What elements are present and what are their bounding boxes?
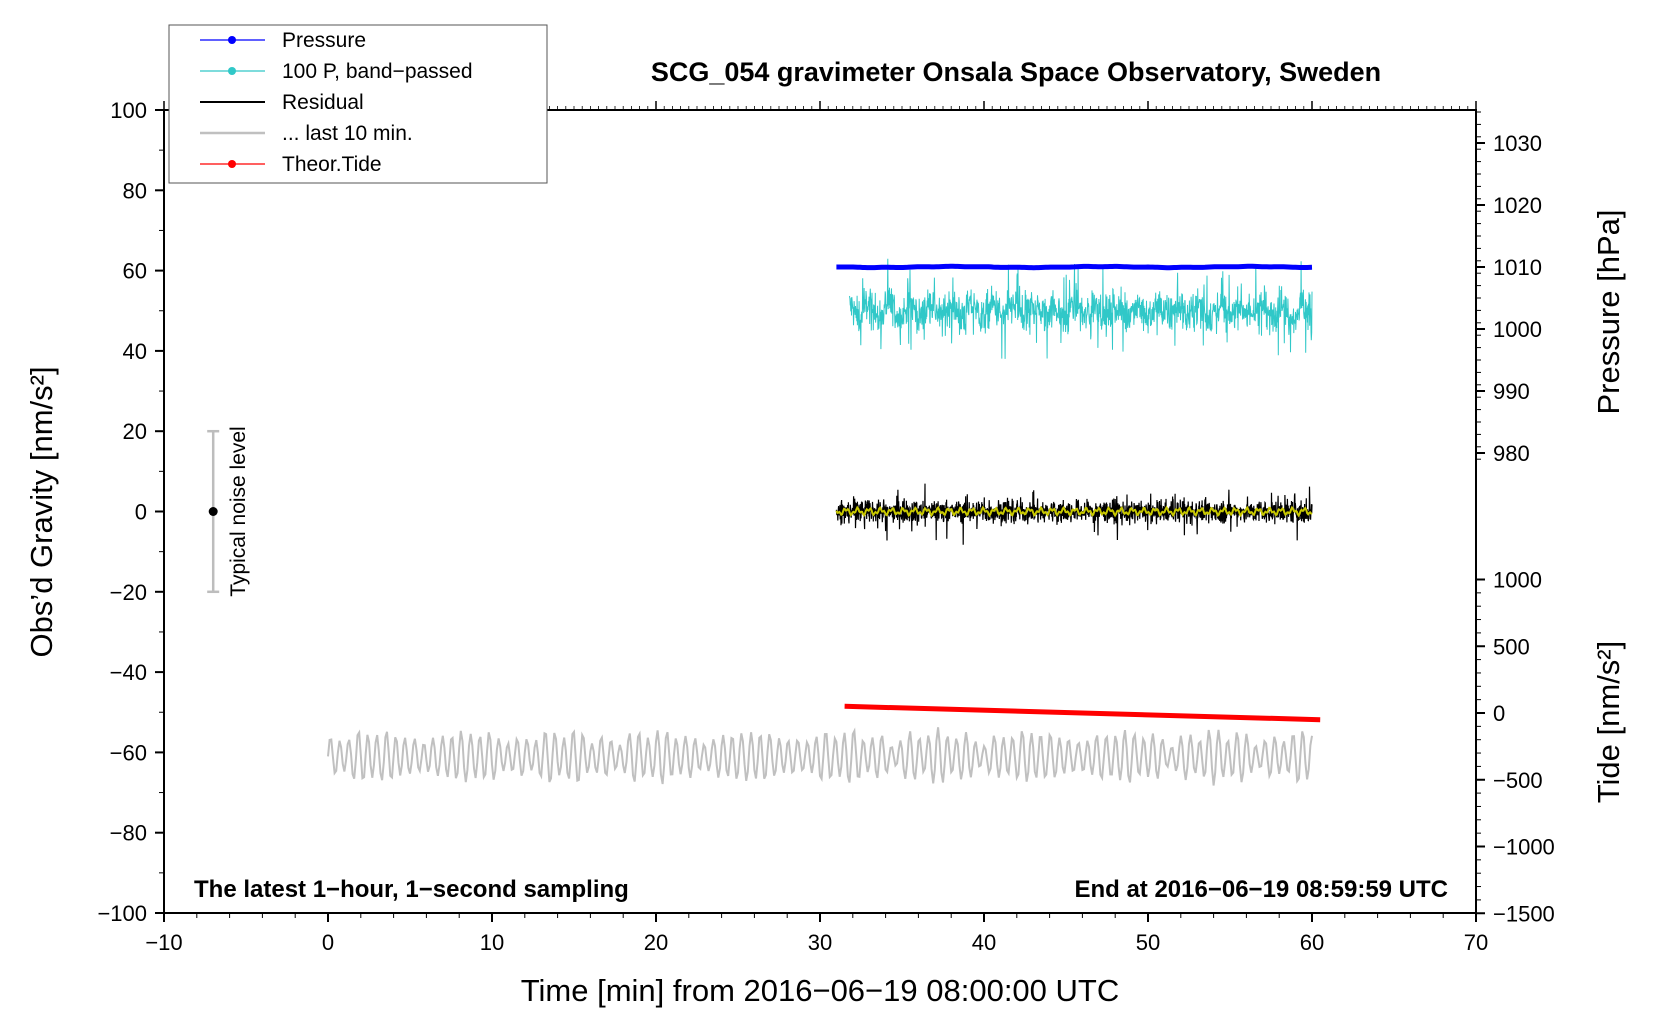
legend-label: Pressure: [282, 29, 366, 52]
series-layer: [327, 258, 1321, 786]
legend-marker: [228, 160, 236, 168]
series-band-passed: [849, 258, 1313, 359]
tide-tick-label: −500: [1493, 768, 1543, 793]
pressure-tick-label: 1020: [1493, 193, 1542, 218]
legend-marker: [228, 67, 236, 75]
x-tick-label: 60: [1300, 930, 1324, 955]
annotation-end-time: End at 2016−06−19 08:59:59 UTC: [1074, 876, 1448, 903]
noise-indicator: Typical noise level: [207, 426, 250, 597]
x-axis-title: Time [min] from 2016−06−19 08:00:00 UTC: [521, 973, 1120, 1008]
tide-tick-label: 500: [1493, 634, 1530, 659]
x-tick-label: −10: [145, 930, 182, 955]
x-tick-label: 0: [322, 930, 334, 955]
pressure-tick-label: 1030: [1493, 131, 1542, 156]
y-axis-title-pressure: Pressure [hPa]: [1591, 209, 1626, 414]
x-tick-label: 70: [1464, 930, 1488, 955]
legend-box: [168, 24, 548, 184]
tide-tick-label: 0: [1493, 701, 1505, 726]
legend-label: Residual: [282, 91, 364, 114]
y-left-tick-label: 20: [123, 419, 147, 444]
legend: Pressure 100 P, band−passed Residual ... la…: [168, 24, 548, 184]
x-tick-label: 30: [808, 930, 832, 955]
chart-title: SCG_054 gravimeter Onsala Space Observat…: [651, 57, 1381, 87]
legend-label: ... last 10 min.: [282, 122, 413, 145]
y-left-tick-label: 100: [110, 98, 147, 123]
legend-label: Theor.Tide: [282, 153, 382, 176]
y-left-tick-label: −40: [110, 660, 147, 685]
noise-label: Typical noise level: [227, 426, 250, 596]
pressure-tick-label: 980: [1493, 441, 1530, 466]
y-axis-title-tide: Tide [nm/s²]: [1591, 641, 1626, 804]
y-left-tick-label: −80: [110, 821, 147, 846]
y-left-tick-label: 0: [135, 500, 147, 525]
noise-center-dot: [208, 507, 218, 516]
pressure-tick-label: 990: [1493, 379, 1530, 404]
ticks-layer: −10 0 10 20 30 40 50 60 70100806040200−20−40−60−…: [97, 98, 1554, 955]
annotation-sampling: The latest 1−hour, 1−second sampling: [194, 876, 629, 903]
y-axis-title-left: Obs’d Gravity [nm/s²]: [24, 366, 59, 657]
y-left-tick-label: −60: [110, 740, 147, 765]
pressure-tick-label: 1010: [1493, 255, 1542, 280]
y-left-tick-label: 80: [123, 178, 147, 203]
tide-tick-label: −1500: [1493, 901, 1555, 926]
y-left-tick-label: −20: [110, 580, 147, 605]
x-tick-label: 20: [644, 930, 668, 955]
series-residual-smoothed: [835, 505, 1313, 518]
tide-tick-label: −1000: [1493, 835, 1555, 860]
series-last-10-min: [327, 727, 1313, 786]
legend-marker: [228, 36, 236, 44]
series-pressure: [836, 263, 1313, 271]
x-tick-label: 40: [972, 930, 996, 955]
x-tick-label: 50: [1136, 930, 1160, 955]
tide-tick-label: 1000: [1493, 568, 1542, 593]
x-tick-label: 10: [480, 930, 504, 955]
series-theor-tide: [844, 703, 1321, 723]
y-left-tick-label: 40: [123, 339, 147, 364]
legend-label: 100 P, band−passed: [282, 60, 473, 83]
y-left-tick-label: −100: [97, 901, 147, 926]
y-left-tick-label: 60: [123, 259, 147, 284]
pressure-tick-label: 1000: [1493, 317, 1542, 342]
